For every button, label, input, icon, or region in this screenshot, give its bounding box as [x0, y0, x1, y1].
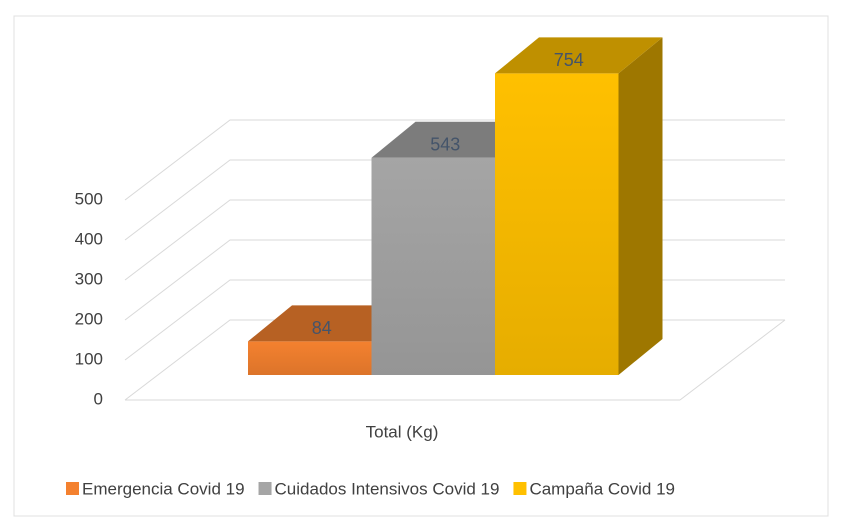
y-tick-label: 100 — [75, 349, 103, 368]
y-tick-label: 300 — [75, 269, 103, 288]
legend-label: Emergencia Covid 19 — [82, 479, 245, 498]
data-label: 754 — [554, 50, 584, 70]
y-tick-label: 500 — [75, 189, 103, 208]
legend-swatch — [66, 482, 79, 495]
bar-side — [618, 37, 663, 376]
data-label: 543 — [430, 135, 460, 155]
bar — [371, 157, 495, 375]
y-tick-label: 200 — [75, 309, 103, 328]
data-label: 84 — [312, 318, 332, 338]
bar — [248, 341, 372, 375]
legend-swatch — [513, 482, 527, 495]
floor-right — [679, 319, 786, 401]
bar-top — [495, 37, 663, 74]
legend-label: Campaña Covid 19 — [529, 479, 675, 498]
legend-label: Cuidados Intensivos Covid 19 — [275, 479, 500, 498]
legend-swatch — [258, 482, 272, 495]
bar — [495, 73, 619, 376]
y-tick-label: 0 — [94, 389, 103, 408]
y-tick-label: 400 — [75, 229, 103, 248]
x-tick-label: Total (Kg) — [366, 422, 439, 441]
